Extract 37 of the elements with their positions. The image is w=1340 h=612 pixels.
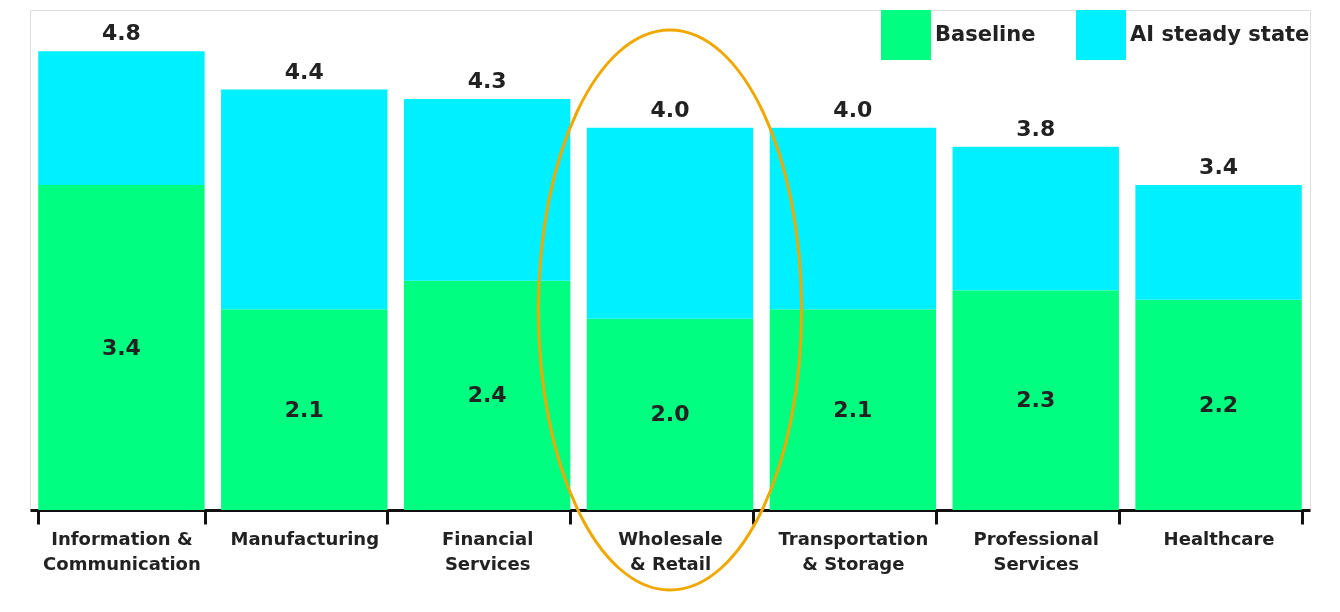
total-label: 4.0 xyxy=(650,96,690,122)
data-label: 2.1 xyxy=(284,396,324,422)
data-label: 2.4 xyxy=(467,382,507,408)
x-tick-label: Healthcare xyxy=(1163,527,1275,549)
bar xyxy=(38,185,205,510)
x-tick-label: Manufacturing xyxy=(230,527,380,549)
bar xyxy=(1135,185,1302,300)
bar xyxy=(221,89,388,310)
x-tick-label: Professional Services xyxy=(973,527,1099,574)
bar xyxy=(769,127,937,310)
total-label: 3.4 xyxy=(1199,154,1239,180)
total-label: 4.8 xyxy=(101,20,141,46)
x-tick-label: Transportation & Storage xyxy=(778,527,929,574)
x-tick-label: Wholesale & Retail xyxy=(618,527,723,574)
data-label: 2.2 xyxy=(1199,391,1239,417)
bar xyxy=(403,99,571,281)
total-label: 4.4 xyxy=(284,58,324,84)
total-label: 3.8 xyxy=(1016,115,1056,141)
bar xyxy=(952,146,1119,291)
bar xyxy=(586,318,754,510)
legend-label: Baseline xyxy=(935,22,1036,46)
data-label: 2.0 xyxy=(650,401,690,427)
total-label: 4.3 xyxy=(467,68,507,94)
bar xyxy=(586,127,754,319)
data-label: 2.1 xyxy=(833,396,873,422)
x-tick-label: Information & Communication xyxy=(43,527,201,574)
data-label: 2.3 xyxy=(1016,387,1056,413)
data-label: 3.4 xyxy=(101,334,141,360)
bar xyxy=(952,290,1119,510)
bar xyxy=(1135,299,1302,510)
x-tick-label: Financial Services xyxy=(441,527,534,574)
bar xyxy=(221,309,388,510)
legend-label: AI steady state xyxy=(1130,22,1310,46)
bar xyxy=(38,51,205,186)
bar xyxy=(403,280,571,510)
total-label: 4.0 xyxy=(833,96,873,122)
bar xyxy=(769,309,937,510)
